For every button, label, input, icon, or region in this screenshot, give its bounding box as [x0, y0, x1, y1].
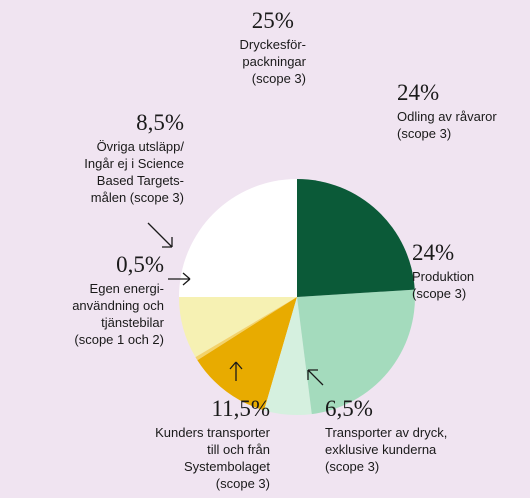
- slice-label: 6,5% Transporter av dryck, exklusive kund…: [325, 396, 447, 475]
- category-label: Transporter av dryck, exklusive kunderna…: [325, 425, 448, 474]
- slice-label: 24% Odling av råvaror (scope 3): [397, 80, 497, 142]
- value-label: 8,5%: [136, 110, 184, 135]
- arrow: [307, 369, 324, 386]
- slice: [297, 289, 415, 415]
- category-label: Övriga utsläpp/ Ingår ej i Science Based…: [84, 139, 184, 205]
- slice: [195, 297, 297, 361]
- slice-label: 25% Dryckesför- packningar (scope 3): [240, 8, 306, 87]
- slice: [297, 179, 415, 297]
- category-label: Kunders transporter till och från System…: [155, 425, 270, 491]
- slice: [264, 297, 312, 415]
- value-label: 24%: [397, 80, 440, 105]
- value-label: 11,5%: [211, 396, 270, 421]
- slice-label: 11,5% Kunders transporter till och från S…: [155, 396, 270, 492]
- arrow: [229, 361, 243, 381]
- category-label: Egen energi- användning och tjänstebilar…: [72, 281, 164, 347]
- slice: [179, 179, 297, 297]
- slice-label: 24% Produktion (scope 3): [412, 240, 474, 302]
- arrow: [147, 222, 173, 248]
- category-label: Dryckesför- packningar (scope 3): [239, 37, 306, 86]
- category-label: Produktion (scope 3): [412, 269, 475, 301]
- arrow: [168, 272, 191, 286]
- value-label: 24%: [412, 240, 455, 265]
- slice: [179, 297, 297, 358]
- slice-label: 0,5% Egen energi- användning och tjänsteb…: [72, 252, 164, 348]
- value-label: 0,5%: [116, 252, 164, 277]
- category-label: Odling av råvaror (scope 3): [397, 109, 497, 141]
- arrows: [147, 222, 324, 386]
- value-label: 6,5%: [325, 396, 373, 421]
- slice-label: 8,5% Övriga utsläpp/ Ingår ej i Science B…: [84, 110, 184, 206]
- slice: [197, 297, 297, 411]
- value-label: 25%: [251, 8, 294, 33]
